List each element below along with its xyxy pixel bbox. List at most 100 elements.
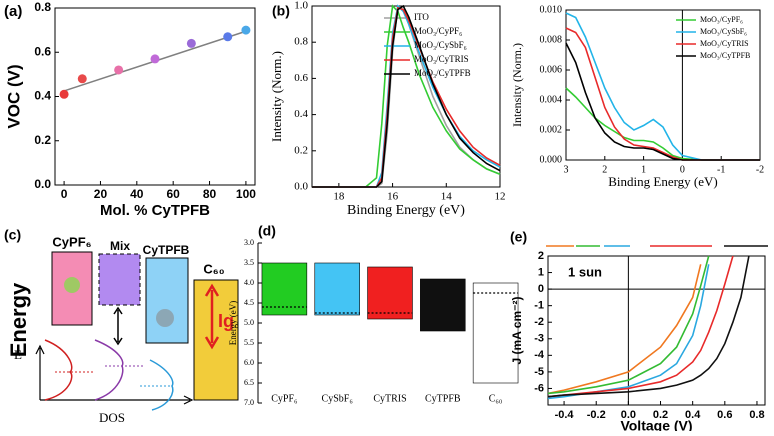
- annotation: 1 sun: [568, 264, 602, 279]
- axis-label: E: [14, 347, 22, 362]
- x-tick-label: 0.0: [621, 409, 636, 421]
- x-tick-label: 0: [61, 187, 68, 201]
- y-tick-label: 0.8: [34, 0, 51, 14]
- box-label: Mix: [110, 239, 130, 253]
- y-tick-label: 0.4: [34, 89, 51, 103]
- plot-frame: [547, 255, 766, 406]
- plot-frame: [311, 5, 501, 188]
- y-tick-label: 0.6: [294, 72, 308, 84]
- y-tick-label: 0.6: [34, 44, 51, 58]
- bar: [367, 266, 413, 320]
- diagram: (c) Energy CyPF₆ Mix CyTPFB C₆₀ Ig E DOS: [4, 227, 239, 425]
- legend-label: MoO₃/CyTPFB: [414, 68, 471, 78]
- series-line: [565, 87, 760, 161]
- x-tick-label: CyPF₆: [271, 393, 298, 404]
- y-tick-label: 7.0: [244, 398, 254, 407]
- box: [145, 257, 189, 344]
- x-tick-label: 0.8: [749, 409, 764, 421]
- y-axis-label: Intensity (Norm.): [510, 43, 524, 127]
- y-tick-label: 0.002: [540, 124, 563, 135]
- x-tick-label: 60: [167, 187, 181, 201]
- x-tick-label: 100: [236, 187, 256, 201]
- series-line: [565, 12, 760, 161]
- bar: [314, 262, 360, 316]
- x-axis-label: Binding Energy (eV): [608, 174, 718, 189]
- x-tick-label: 1: [641, 164, 646, 175]
- y-tick-label: -2: [534, 316, 544, 328]
- dos-curve: [149, 359, 174, 411]
- x-tick-label: 0: [680, 164, 685, 175]
- y-tick-label: 0.006: [540, 64, 563, 75]
- x-tick-label: CyTRIS: [373, 393, 406, 404]
- y-tick-label: 0.008: [540, 34, 563, 45]
- point: [186, 38, 196, 48]
- y-tick-label: -6: [534, 382, 544, 394]
- plot-frame: [565, 9, 761, 161]
- x-tick-label: CyTPFB: [425, 393, 461, 404]
- panel-label: (e): [510, 229, 527, 245]
- gap-label: Ig: [218, 311, 234, 331]
- series-line: [547, 255, 734, 398]
- y-tick-label: 4.5: [244, 298, 254, 307]
- x-tick-label: 16: [387, 191, 399, 203]
- x-tick-label: C₆₀: [489, 393, 503, 404]
- panel-label: (c): [4, 227, 21, 243]
- point: [241, 25, 251, 35]
- series-line: [547, 264, 702, 395]
- panel-label: (b): [272, 3, 290, 19]
- y-tick-label: 4.0: [244, 278, 254, 287]
- axes: [35, 344, 194, 405]
- y-tick-label: 0: [538, 283, 544, 295]
- x-tick-label: 80: [203, 187, 217, 201]
- y-axis-label: J (mA cm⁻²): [510, 297, 524, 365]
- point: [114, 65, 124, 75]
- series-line: [312, 4, 501, 188]
- point: [59, 89, 69, 99]
- x-tick-label: 14: [441, 191, 453, 203]
- y-tick-label: 0.2: [34, 133, 51, 147]
- x-tick-label: -0.2: [587, 409, 606, 421]
- x-tick-label: CySbF₆: [322, 393, 354, 404]
- legend-label: MoO₃/CyTRIS: [414, 54, 469, 64]
- legend-label: MoO₃/CyPF₆: [414, 26, 462, 36]
- x-tick-label: 12: [495, 191, 506, 203]
- y-tick-label: 3.5: [244, 258, 254, 267]
- x-tick-label: 3: [564, 164, 569, 175]
- box-label: CyPF₆: [52, 234, 91, 249]
- dos-curve: [44, 339, 73, 401]
- bar: [472, 282, 519, 384]
- legend-label: ITO: [414, 12, 429, 22]
- y-tick-label: 0.8: [294, 36, 308, 48]
- x-tick-label: 18: [333, 191, 345, 203]
- y-tick-label: -1: [534, 300, 544, 312]
- y-tick-label: 0.0: [294, 181, 308, 193]
- dos-curve: [94, 339, 124, 401]
- point: [77, 74, 87, 84]
- x-tick-label: 0.6: [717, 409, 732, 421]
- legend-label: MoO₃/CyTPFB: [700, 51, 750, 60]
- y-tick-label: 0.2: [294, 144, 308, 156]
- series-line: [547, 255, 750, 398]
- molecule: [64, 277, 80, 293]
- y-tick-label: 5.5: [244, 338, 254, 347]
- y-axis-label: Energy (eV): [228, 301, 238, 346]
- x-tick-label: 0.2: [653, 409, 668, 421]
- y-tick-label: 5.0: [244, 318, 254, 327]
- double-arrow: [113, 306, 123, 346]
- axis-label: DOS: [99, 410, 125, 425]
- x-axis-label: Binding Energy (eV): [347, 203, 465, 218]
- y-tick-label: 6.0: [244, 358, 254, 367]
- x-tick-label: 20: [94, 187, 108, 201]
- box-label: CyTPFB: [143, 243, 190, 257]
- legend-label: MoO₃/CySbF₆: [414, 40, 467, 50]
- y-tick-label: 0.000: [540, 154, 563, 165]
- box: [98, 253, 141, 306]
- x-tick-label: -0.4: [555, 409, 575, 421]
- y-tick-label: 0.4: [294, 108, 308, 120]
- x-tick-label: 2: [602, 164, 607, 175]
- x-tick-label: -1: [717, 164, 725, 175]
- y-tick-label: -5: [534, 366, 544, 378]
- bar: [261, 262, 308, 316]
- x-axis-label: Mol. % CyTPFB: [100, 202, 210, 219]
